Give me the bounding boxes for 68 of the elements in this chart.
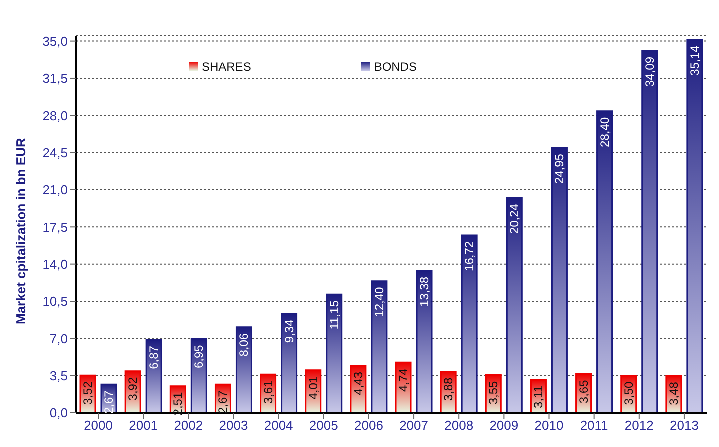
x-tick-label: 2011 <box>580 418 608 434</box>
y-tick-label: 21,0 <box>42 182 68 198</box>
x-tick-label: 2010 <box>534 418 564 434</box>
data-label: 34,09 <box>642 56 657 88</box>
data-label: 4,74 <box>396 368 411 392</box>
legend-label: SHARES <box>202 60 252 74</box>
x-tick-label: 2005 <box>309 418 338 434</box>
data-label: 3,52 <box>81 381 96 405</box>
y-tick-label: 3,5 <box>50 368 68 384</box>
data-label: 3,92 <box>126 377 140 401</box>
data-label: 3,65 <box>576 380 591 404</box>
y-tick-label: 24,5 <box>42 145 68 160</box>
x-tick-label: 2009 <box>490 418 519 434</box>
data-label: 24,95 <box>552 154 567 184</box>
data-label: 2,67 <box>216 390 230 414</box>
data-label: 35,14 <box>688 46 702 76</box>
bar <box>371 280 388 413</box>
y-tick-label: 0,0 <box>50 406 68 421</box>
bar <box>506 197 523 413</box>
bar <box>416 270 433 413</box>
data-label: 20,24 <box>508 204 522 234</box>
y-tick-label: 31,5 <box>42 71 68 86</box>
data-label: 11,15 <box>327 300 342 330</box>
x-tick-label: 2000 <box>84 418 113 434</box>
data-label: 3,55 <box>486 380 501 405</box>
x-tick-label: 2004 <box>264 418 294 434</box>
data-label: 6,95 <box>192 344 206 369</box>
y-tick-label: 35,0 <box>42 34 68 49</box>
y-tick-label: 14,0 <box>42 256 68 272</box>
x-tick-label: 2003 <box>219 418 248 434</box>
bar <box>642 50 658 413</box>
y-tick-label: 10,5 <box>42 294 68 310</box>
x-tick-label: 2001 <box>129 418 158 434</box>
bar <box>551 147 568 413</box>
legend-label: BONDS <box>374 60 418 74</box>
x-tick-label: 2012 <box>624 418 654 434</box>
data-label: 28,40 <box>598 117 612 148</box>
bar <box>596 110 614 413</box>
bar <box>190 338 208 413</box>
bar <box>146 339 162 413</box>
y-tick-label: 7,0 <box>50 331 68 346</box>
data-label: 13,38 <box>418 276 432 307</box>
data-label: 12,40 <box>372 286 386 318</box>
x-tick-label: 2002 <box>174 418 204 434</box>
data-label: 4,01 <box>306 376 320 400</box>
y-tick-label: 17,5 <box>42 220 68 235</box>
data-label: 9,34 <box>282 319 296 344</box>
data-label: 3,48 <box>666 382 681 406</box>
data-label: 3,50 <box>622 382 636 406</box>
data-label: 2,67 <box>102 390 116 414</box>
y-tick-label: 28,0 <box>42 108 68 124</box>
x-tick-label: 2006 <box>354 418 384 434</box>
x-tick-label: 2013 <box>670 418 699 434</box>
data-label: 6,87 <box>147 346 162 370</box>
data-label: 4,43 <box>351 372 366 396</box>
y-axis-title: Market cpitalization in bn EUR <box>14 138 29 324</box>
bar <box>281 313 298 413</box>
bar <box>686 39 704 413</box>
data-label: 3,61 <box>261 380 276 404</box>
data-label: 16,72 <box>462 241 477 272</box>
bar <box>236 326 252 413</box>
bar <box>326 294 343 413</box>
bar <box>461 234 478 413</box>
data-label: 3,88 <box>442 377 456 402</box>
data-label: 8,06 <box>237 333 252 357</box>
x-tick-label: 2008 <box>444 418 474 434</box>
data-label: 3,11 <box>532 386 546 408</box>
x-tick-label: 2007 <box>400 418 428 434</box>
